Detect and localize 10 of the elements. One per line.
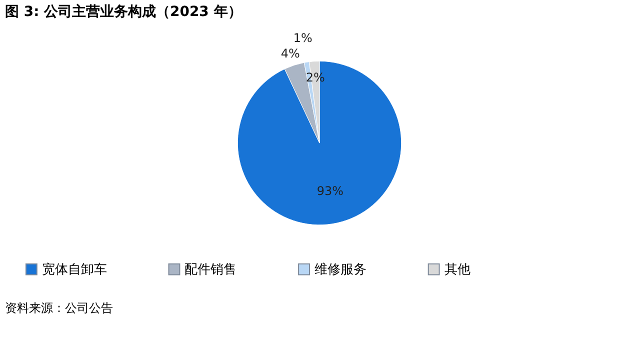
data-label: 1%: [293, 30, 312, 45]
legend-label: 维修服务: [314, 262, 367, 278]
legend-label: 配件销售: [184, 262, 237, 278]
legend-label: 其他: [444, 262, 470, 278]
data-label: 4%: [280, 46, 300, 60]
pie-slice: [237, 60, 402, 226]
legend-label: 宽体自卸车: [42, 261, 107, 278]
data-label: 93%: [316, 184, 344, 198]
text: 资料来源：公司公告: [4, 300, 113, 315]
chart-title: 图 3: 公司主营业务构成（2023 年）: [4, 3, 242, 20]
